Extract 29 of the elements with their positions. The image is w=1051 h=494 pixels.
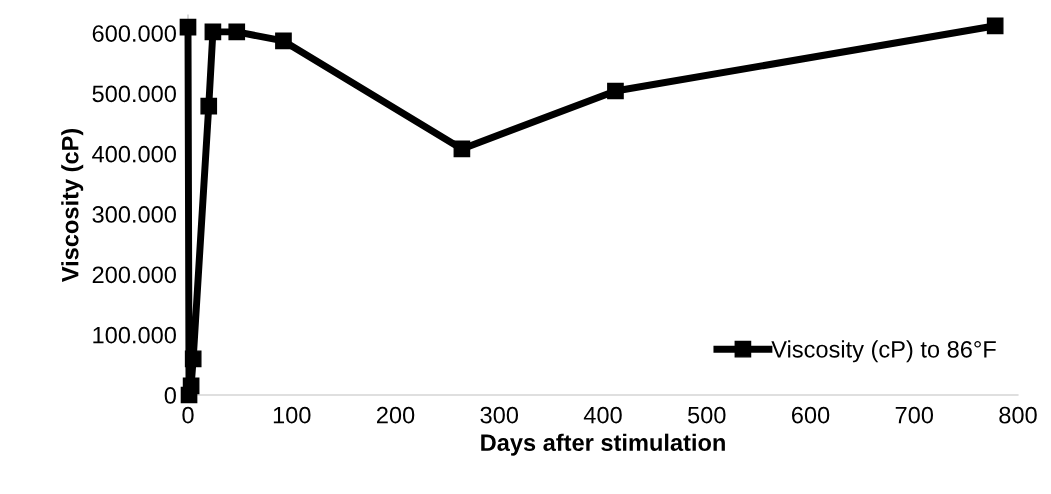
y-tick-label: 300.000 (92, 206, 176, 223)
point (182, 377, 200, 395)
point (228, 23, 246, 41)
x-tick-label: 700 (895, 406, 934, 424)
x-axis-title: Days after stimulation (481, 433, 725, 456)
point (179, 18, 197, 36)
point (986, 17, 1004, 35)
point (204, 23, 222, 41)
legend-label: Viscosity (cP) to 86°F (771, 340, 996, 363)
x-tick-label: 600 (792, 406, 830, 424)
y-tick-label: 500.000 (92, 85, 176, 103)
x-tick-label: 500 (688, 406, 726, 424)
y-tick-label: 100.000 (93, 326, 176, 344)
x-tick-label: 300 (480, 406, 519, 424)
y-tick-label: 0 (164, 387, 176, 404)
point (607, 82, 624, 100)
x-tick-label: 400 (583, 406, 622, 424)
point (184, 350, 202, 368)
point (453, 140, 471, 158)
x-tick-label: 100 (273, 406, 311, 424)
y-tick-label: 400.000 (92, 145, 176, 163)
y-tick-label: 600.000 (92, 25, 176, 42)
point (275, 32, 292, 50)
point (200, 97, 218, 115)
y-tick-label: 200.000 (92, 266, 176, 284)
x-tick-label: 800 (999, 406, 1037, 424)
x-tick-label: 200 (376, 406, 415, 424)
y-axis-title: Viscosity (cP) (61, 128, 84, 283)
x-tick-label: 0 (182, 406, 194, 424)
